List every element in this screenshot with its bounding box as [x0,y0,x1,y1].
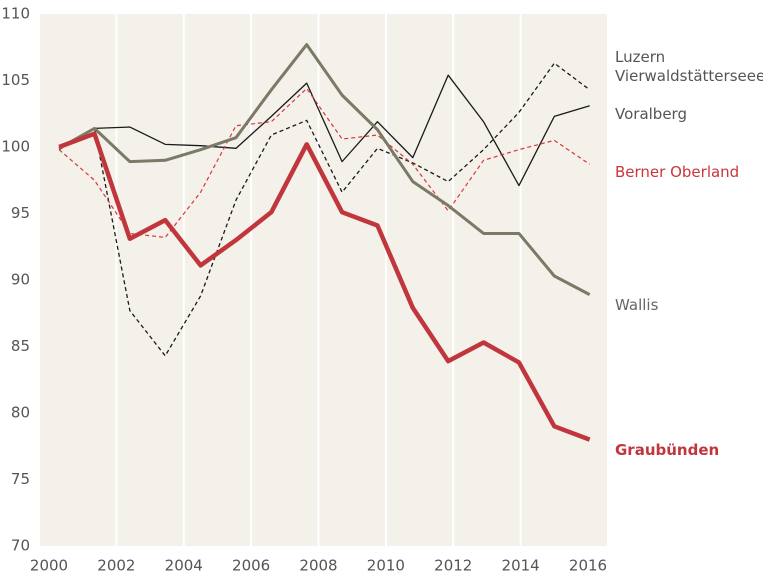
x-tick-label: 2008 [299,557,337,575]
series-line [58,43,591,296]
y-tick-label: 75 [11,470,30,488]
y-tick-label: 85 [11,337,30,355]
series-line [58,62,591,357]
series-label: Luzern Vierwaldstätterseee [615,47,763,85]
series-label: Wallis [615,295,659,314]
y-tick-label: 80 [11,404,30,422]
y-tick-label: 105 [1,71,30,89]
series-label: Voralberg [615,104,687,123]
series-line [58,87,591,239]
y-tick-label: 90 [11,271,30,289]
x-tick-label: 2012 [434,557,472,575]
y-tick-label: 100 [1,138,30,156]
y-tick-label: 70 [11,537,30,555]
y-tick-label: 95 [11,204,30,222]
x-tick-label: 2002 [97,557,135,575]
series-label: Berner Oberland [615,163,740,182]
series-label: Graubünden [615,440,720,459]
series-line [58,131,591,442]
x-tick-label: 2014 [502,557,540,575]
x-tick-label: 2016 [569,557,607,575]
plot-background [40,14,607,546]
x-tick-label: 2006 [232,557,270,575]
x-tick-label: 2000 [30,557,68,575]
x-tick-label: 2004 [165,557,203,575]
x-tick-label: 2010 [367,557,405,575]
series-line [58,74,590,187]
y-tick-label: 110 [1,5,30,23]
